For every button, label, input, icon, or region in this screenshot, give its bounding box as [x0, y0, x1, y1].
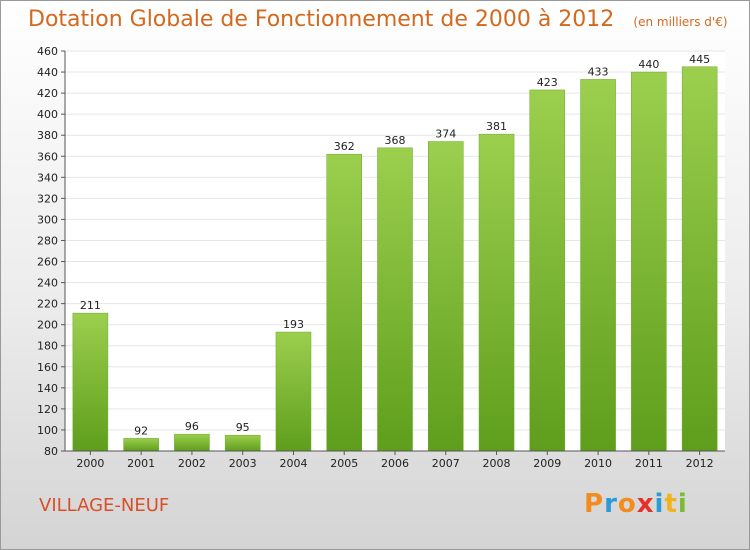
x-tick-label-2011: 2011 [635, 457, 663, 470]
bar-2004 [275, 331, 312, 452]
value-label-2004: 193 [283, 318, 304, 331]
brand-letter: P [584, 489, 605, 519]
x-tick-label-2000: 2000 [76, 457, 104, 470]
title-row: Dotation Globale de Fonctionnement de 20… [28, 7, 728, 32]
brand-letter: t [664, 489, 678, 519]
value-label-2001: 92 [134, 424, 148, 437]
value-label-2009: 423 [537, 76, 558, 89]
brand-letter: r [604, 489, 618, 519]
x-tick-label-2006: 2006 [381, 457, 409, 470]
x-tick-label-2010: 2010 [584, 457, 612, 470]
value-label-2011: 440 [638, 58, 659, 71]
bar-2002 [174, 433, 210, 452]
bar-2010 [580, 79, 616, 452]
y-tick-label: 400 [37, 108, 58, 121]
value-label-2010: 433 [588, 65, 609, 78]
y-tick-label: 280 [37, 234, 58, 247]
bar-2008 [478, 133, 515, 452]
chart-subtitle: (en milliers d'€) [633, 15, 728, 29]
value-label-2002: 96 [185, 420, 199, 433]
x-tick-label-2004: 2004 [279, 457, 307, 470]
brand-logo: Proxiti [584, 489, 688, 519]
y-tick-label: 360 [37, 150, 58, 163]
x-tick-label-2007: 2007 [432, 457, 460, 470]
y-tick-label: 300 [37, 213, 58, 226]
brand-letter: i [654, 489, 665, 519]
value-label-2007: 374 [435, 128, 456, 141]
y-tick-label: 380 [37, 129, 58, 142]
value-labels: 211 92 96 95 193 362 368 374 381 423 433 440 445 [80, 53, 710, 438]
x-axis-ticks: 2000 2001 2002 2003 2004 2005 2006 2007 2008 2009… [76, 451, 714, 470]
bar-2001 [123, 438, 159, 452]
y-tick-label: 440 [37, 66, 58, 79]
brand-letter: i [677, 489, 688, 519]
x-tick-label-2012: 2012 [686, 457, 714, 470]
value-label-2006: 368 [385, 134, 406, 147]
y-axis-ticks: 80 100 120 140 160 180 200 220 240 260 280 300 320 34… [37, 45, 65, 458]
bar-2009 [529, 89, 566, 452]
y-tick-label: 460 [37, 45, 58, 58]
brand-letter: o [617, 489, 637, 519]
value-label-2003: 95 [236, 421, 250, 434]
x-tick-label-2008: 2008 [483, 457, 511, 470]
y-tick-label: 320 [37, 192, 58, 205]
x-tick-label-2002: 2002 [178, 457, 206, 470]
y-tick-label: 180 [37, 340, 58, 353]
y-tick-label: 240 [37, 277, 58, 290]
bar-2011 [631, 71, 667, 452]
x-tick-label-2005: 2005 [330, 457, 358, 470]
y-tick-label: 420 [37, 87, 58, 100]
bar-2007 [428, 141, 464, 452]
bars [72, 66, 718, 452]
value-label-2008: 381 [486, 120, 507, 133]
y-tick-label: 160 [37, 361, 58, 374]
y-tick-label: 100 [37, 424, 58, 437]
y-tick-label: 340 [37, 171, 58, 184]
bar-2000 [72, 312, 109, 452]
x-tick-label-2009: 2009 [533, 457, 561, 470]
y-tick-label: 220 [37, 298, 58, 311]
y-tick-label: 200 [37, 319, 58, 332]
value-label-2000: 211 [80, 299, 101, 312]
x-tick-label-2001: 2001 [127, 457, 155, 470]
bar-2003 [224, 434, 261, 452]
bar-2005 [326, 153, 362, 452]
y-tick-label: 140 [37, 382, 58, 395]
y-tick-label: 120 [37, 403, 58, 416]
y-tick-label: 80 [44, 445, 58, 458]
value-label-2005: 362 [334, 140, 355, 153]
commune-name: VILLAGE-NEUF [39, 495, 170, 516]
y-tick-label: 260 [37, 256, 58, 269]
value-label-2012: 445 [689, 53, 710, 66]
chart-title: Dotation Globale de Fonctionnement de 20… [28, 7, 615, 32]
bar-2012 [681, 66, 718, 452]
bar-2006 [377, 147, 413, 452]
x-tick-label-2003: 2003 [229, 457, 257, 470]
brand-letter: x [636, 489, 655, 519]
